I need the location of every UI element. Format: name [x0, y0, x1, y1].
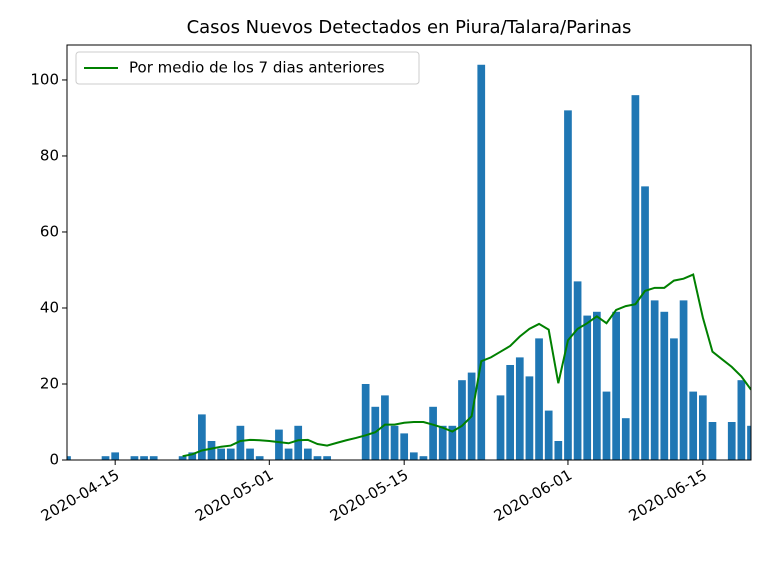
x-tick-label: 2020-05-01	[192, 466, 277, 525]
bar	[544, 410, 553, 460]
x-tick-label: 2020-04-15	[38, 466, 123, 525]
bar	[207, 440, 216, 460]
y-tick-label: 60	[40, 222, 59, 240]
bar	[477, 64, 486, 460]
bar	[747, 425, 751, 460]
bar	[361, 383, 370, 460]
bar	[236, 425, 245, 460]
bar	[111, 452, 120, 460]
bar	[737, 380, 746, 460]
legend-box	[75, 51, 420, 85]
bar	[525, 376, 534, 460]
bar	[390, 425, 399, 460]
bar	[284, 448, 293, 460]
bar	[400, 433, 409, 460]
bar	[275, 429, 283, 460]
bar	[506, 364, 515, 460]
bar	[246, 448, 254, 460]
bar	[554, 440, 563, 460]
bar	[660, 311, 669, 460]
bar	[323, 456, 331, 460]
y-tick-label: 0	[49, 451, 59, 469]
bar	[670, 338, 678, 460]
bar	[698, 395, 707, 460]
bar	[226, 448, 235, 460]
bar	[130, 456, 139, 460]
bar	[602, 391, 611, 460]
bar	[409, 452, 418, 460]
bar	[727, 421, 736, 460]
legend-label: Por medio de los 7 dias anteriores	[129, 59, 385, 77]
bar	[679, 300, 688, 460]
chart-title: Casos Nuevos Detectados en Piura/Talara/…	[187, 17, 632, 38]
bar	[689, 391, 698, 460]
bar	[67, 456, 71, 460]
bar	[535, 338, 543, 460]
plot-area	[67, 64, 751, 460]
bar	[178, 456, 187, 460]
bar	[294, 425, 303, 460]
y-tick-label: 20	[40, 374, 59, 392]
bar	[564, 110, 572, 460]
bar	[621, 418, 630, 460]
bar	[631, 95, 640, 460]
bar	[303, 448, 312, 460]
bar	[198, 414, 206, 460]
y-tick-label: 80	[40, 146, 59, 164]
bar	[583, 315, 592, 460]
bar	[381, 395, 389, 460]
line	[182, 273, 751, 458]
x-tick-label: 2020-06-15	[626, 466, 711, 525]
bar	[612, 311, 620, 460]
bar	[217, 448, 225, 460]
bar	[101, 456, 110, 460]
bar	[708, 421, 717, 460]
bar	[149, 456, 158, 460]
bar	[438, 425, 447, 460]
x-tick-label: 2020-05-15	[327, 466, 412, 525]
bar	[255, 456, 264, 460]
bar	[458, 380, 466, 460]
bar	[496, 395, 505, 460]
bar	[573, 281, 582, 460]
bar	[313, 456, 322, 460]
y-tick-label: 40	[40, 298, 59, 316]
y-tick-label: 100	[30, 70, 59, 88]
bar	[419, 456, 428, 460]
bar	[140, 456, 148, 460]
bar	[641, 186, 649, 460]
bar	[650, 300, 659, 460]
bar	[371, 406, 380, 460]
bar	[429, 406, 437, 460]
x-tick-label: 2020-06-01	[491, 466, 576, 525]
bar	[448, 425, 457, 460]
bar	[515, 357, 524, 460]
axes-frame	[66, 44, 752, 461]
bar	[593, 311, 601, 460]
bar	[188, 452, 197, 460]
